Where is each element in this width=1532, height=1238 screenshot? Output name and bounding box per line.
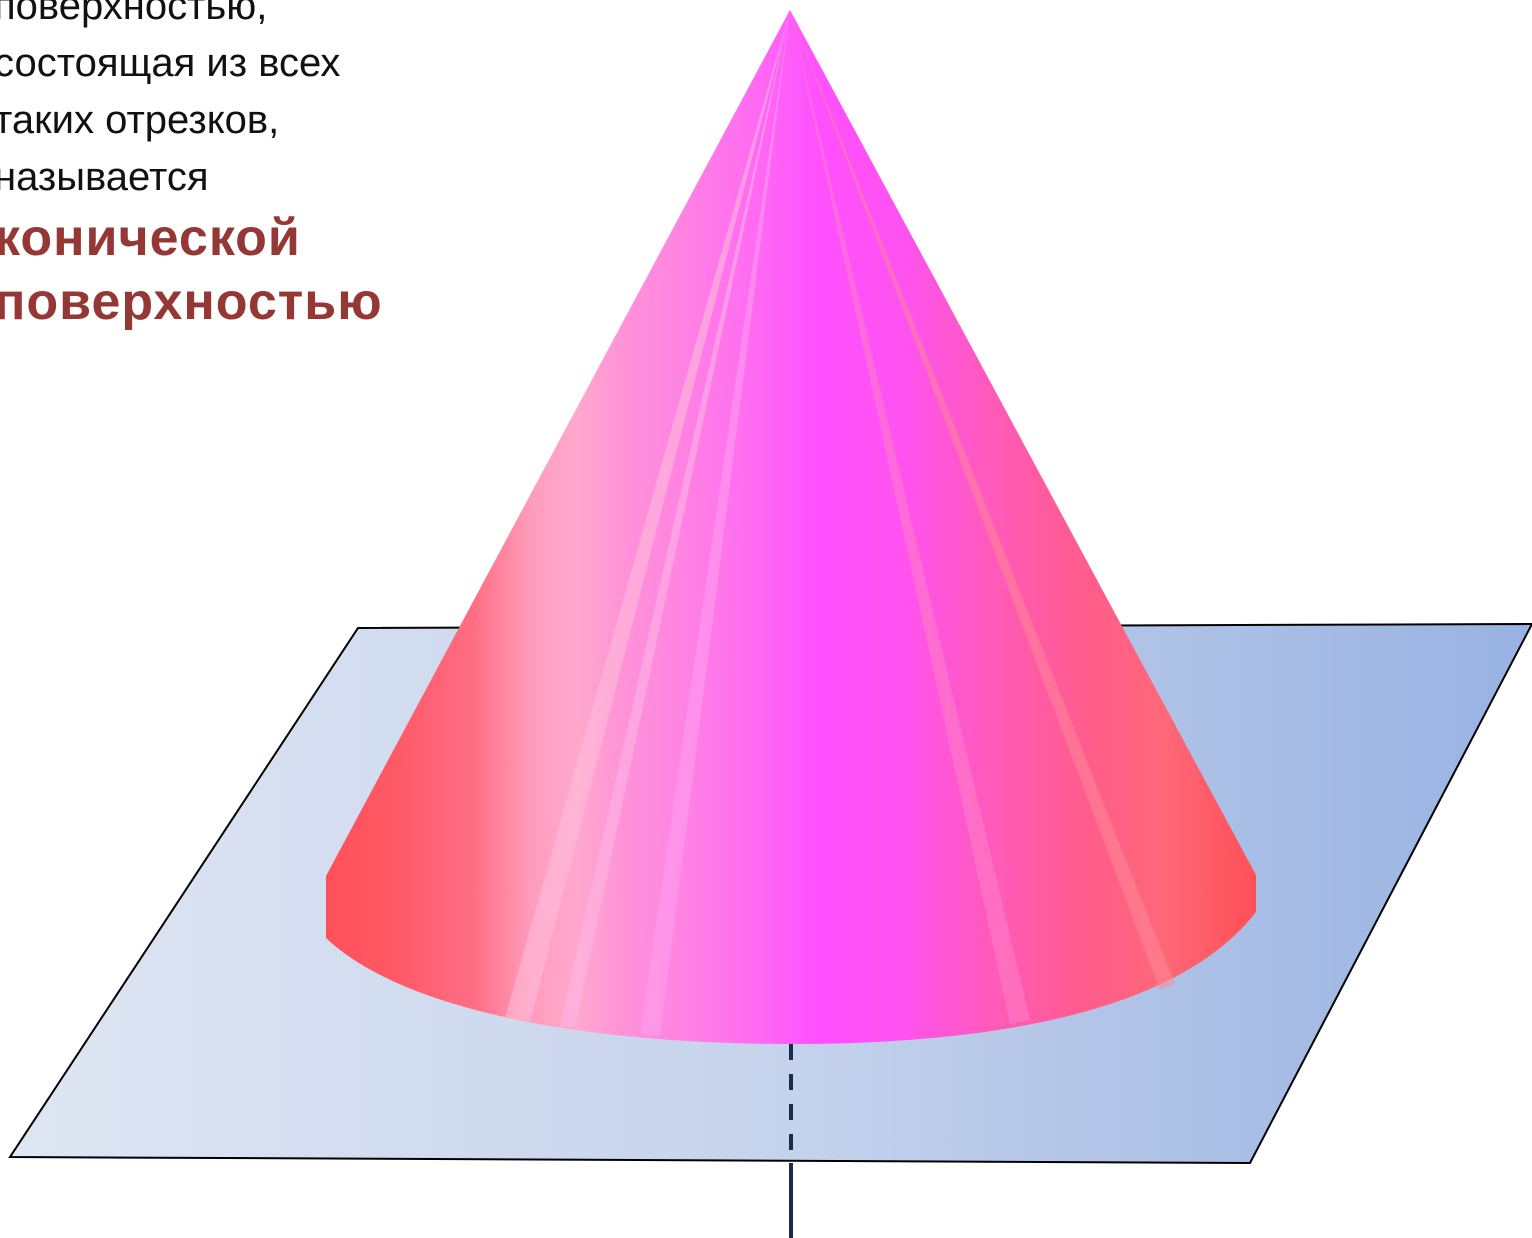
text-line-1: поверхностью, (0, 0, 268, 28)
text-line-2: состоящая из всех (0, 41, 341, 85)
text-line-3: таких отрезков, (0, 98, 280, 142)
cone-surface (326, 10, 1256, 1044)
term-line-1: конической (0, 209, 301, 267)
definition-text: поверхностью, состоящая из всех таких от… (0, 0, 383, 334)
cone-sheen (505, 10, 1175, 1036)
term-line-2: поверхностью (0, 273, 383, 331)
text-line-4: называется (0, 155, 209, 199)
